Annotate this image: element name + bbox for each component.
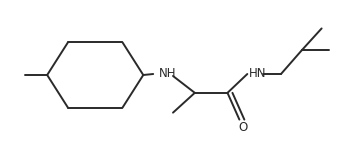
Text: NH: NH [159, 66, 176, 80]
Text: O: O [239, 121, 248, 134]
Text: HN: HN [249, 66, 267, 80]
